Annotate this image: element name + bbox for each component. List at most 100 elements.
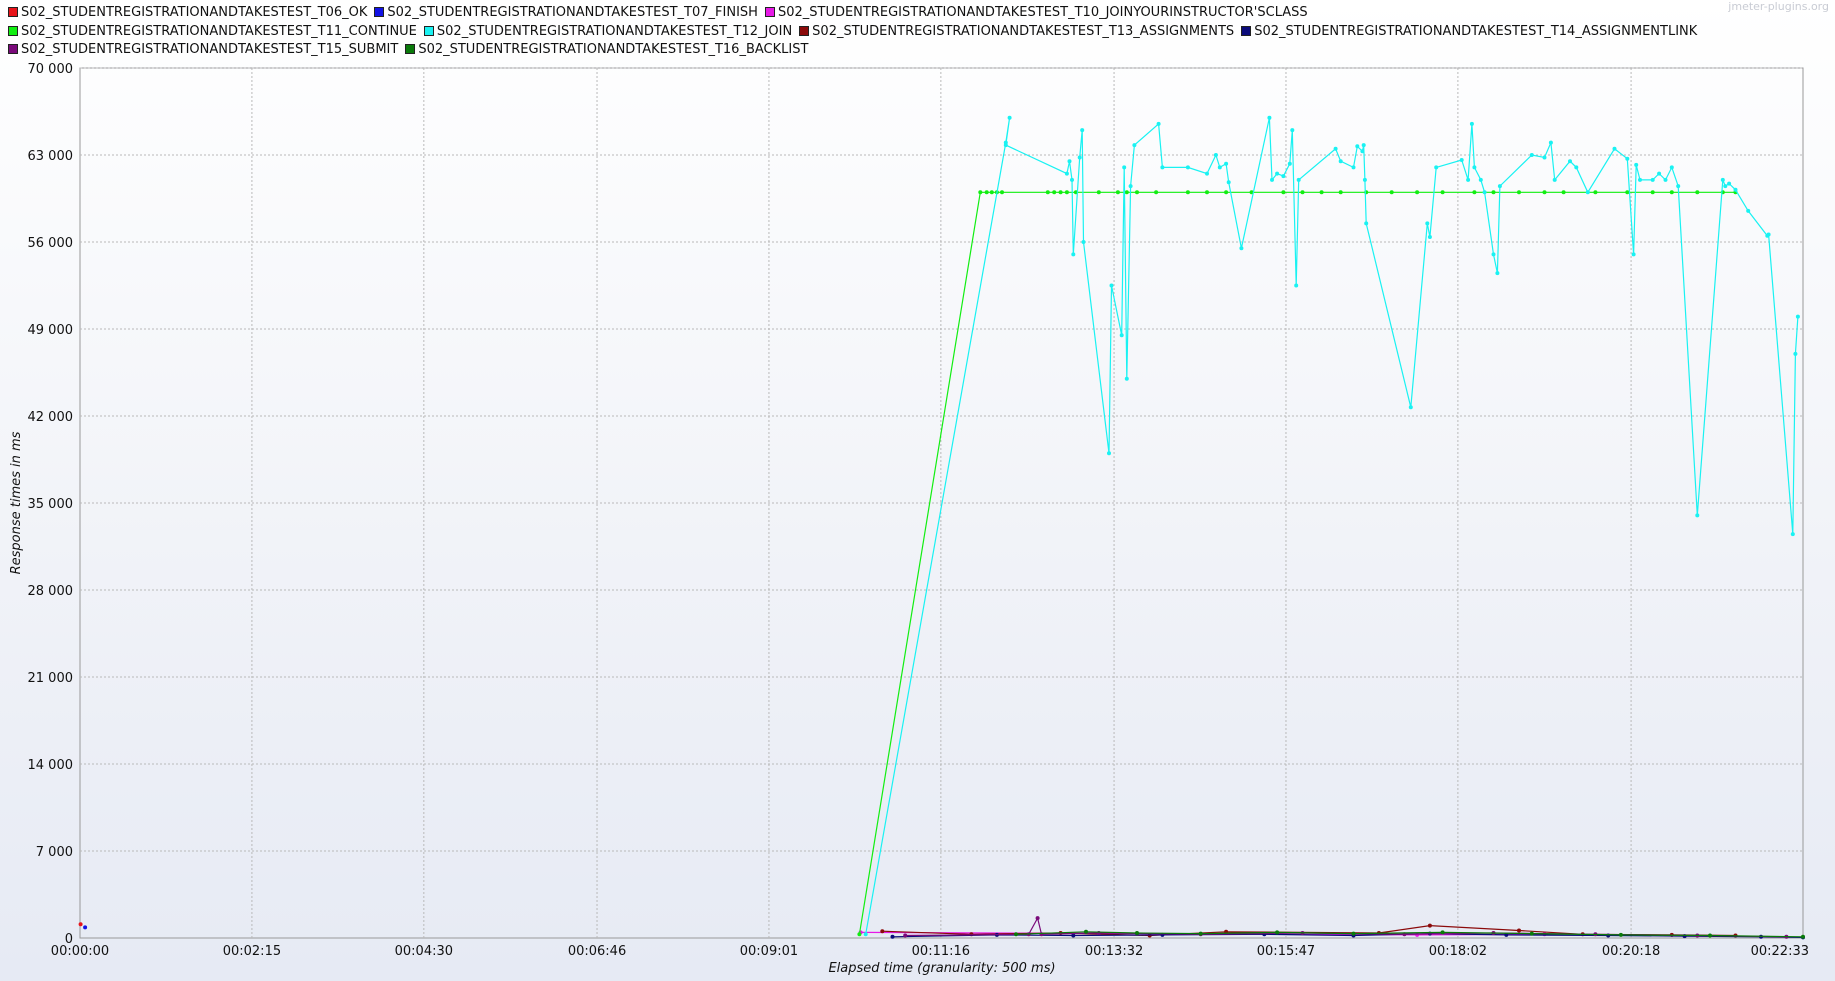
data-point <box>1362 177 1367 182</box>
data-point <box>1154 190 1159 195</box>
data-point <box>1585 190 1590 195</box>
data-point <box>1239 246 1244 251</box>
series <box>83 925 88 930</box>
data-point <box>1676 184 1681 189</box>
data-point <box>1720 177 1725 182</box>
data-point <box>1472 165 1477 170</box>
y-tick-label: 42 000 <box>28 410 74 425</box>
data-point <box>1333 146 1338 151</box>
data-point <box>989 190 994 195</box>
data-point <box>1727 181 1732 186</box>
data-point <box>880 929 885 934</box>
data-point <box>1529 153 1534 157</box>
data-point <box>1529 931 1534 936</box>
legend-item: S02_STUDENTREGISTRATIONANDTAKESTEST_T14_… <box>1241 23 1697 42</box>
data-point <box>1064 190 1069 195</box>
series-layer <box>78 115 1805 940</box>
data-point <box>1290 128 1295 133</box>
data-point <box>1355 144 1360 149</box>
data-point <box>1669 190 1674 195</box>
data-point <box>978 190 983 195</box>
legend-label: S02_STUDENTREGISTRATIONANDTAKESTEST_T12_… <box>436 23 793 39</box>
data-point <box>1267 115 1272 120</box>
y-tick-label: 35 000 <box>28 497 74 512</box>
data-point <box>1124 190 1129 195</box>
data-point <box>1185 190 1190 195</box>
data-point <box>1064 171 1069 176</box>
data-point <box>1440 190 1445 195</box>
data-point <box>1205 190 1209 195</box>
legend-swatch <box>8 25 18 36</box>
data-point <box>1007 115 1012 120</box>
data-point <box>1270 177 1274 182</box>
legend-label: S02_STUDENTREGISTRATIONANDTAKESTEST_T13_… <box>812 23 1235 39</box>
data-point <box>1504 932 1509 937</box>
data-point <box>1552 177 1557 182</box>
data-point <box>1650 177 1655 182</box>
data-point <box>1124 376 1129 381</box>
data-point <box>1070 177 1074 182</box>
x-tick-label: 00:22:33 <box>1751 944 1809 959</box>
data-point <box>1135 931 1139 935</box>
data-point <box>1122 165 1127 170</box>
y-axis: 0 7 000 14 000 21 000 28 000 35 000 42 000 49 0… <box>28 62 74 947</box>
data-point <box>1793 351 1798 356</box>
data-point <box>1128 184 1133 189</box>
data-point <box>1185 165 1190 170</box>
data-point <box>1733 187 1738 192</box>
y-tick-label: 7 000 <box>36 845 73 860</box>
data-point <box>1618 932 1623 937</box>
data-point <box>1657 171 1662 176</box>
y-tick-label: 63 000 <box>28 149 74 164</box>
x-tick-label: 00:11:16 <box>912 944 970 959</box>
legend-swatch <box>799 25 810 36</box>
data-point <box>1790 532 1795 537</box>
data-point <box>1000 190 1004 195</box>
data-point <box>1071 252 1076 257</box>
data-point <box>1364 221 1369 226</box>
data-point <box>1014 932 1018 937</box>
y-axis-title: Response times in ms <box>9 431 24 574</box>
data-point <box>1631 252 1636 257</box>
legend-item: S02_STUDENTREGISTRATIONANDTAKESTEST_T11_… <box>8 23 417 42</box>
data-point <box>1084 929 1088 934</box>
x-tick-label: 00:20:18 <box>1602 944 1660 959</box>
data-point <box>1287 161 1292 166</box>
data-point <box>1548 140 1553 145</box>
data-point <box>1080 128 1085 133</box>
data-point <box>1663 177 1668 182</box>
data-point <box>1003 143 1008 148</box>
watermark: jmeter-plugins.org <box>1728 0 1829 13</box>
legend-swatch <box>1241 25 1252 36</box>
data-point <box>1427 235 1432 239</box>
legend-label: S02_STUDENTREGISTRATIONANDTAKESTEST_T06_… <box>21 5 368 20</box>
legend-swatch <box>405 44 416 54</box>
data-point <box>1296 177 1301 182</box>
legend-swatch <box>423 25 434 36</box>
data-point <box>1224 161 1229 166</box>
legend-swatch <box>8 7 18 17</box>
data-point <box>1593 190 1598 195</box>
data-point <box>1115 190 1120 195</box>
legend-label: S02_STUDENTREGISTRATIONANDTAKESTEST_T07_… <box>387 5 758 20</box>
data-point <box>1294 283 1299 288</box>
data-point <box>1052 190 1057 195</box>
data-point <box>1542 190 1547 195</box>
data-point <box>1224 190 1229 195</box>
data-point <box>984 190 989 195</box>
legend-swatch <box>374 7 385 17</box>
data-point <box>863 932 868 937</box>
data-point <box>1440 930 1445 935</box>
data-point <box>1156 121 1161 126</box>
data-point <box>1695 190 1700 195</box>
data-point <box>1217 165 1222 170</box>
y-tick-label: 21 000 <box>28 671 74 686</box>
data-point <box>1132 143 1137 148</box>
legend-label: S02_STUDENTREGISTRATIONANDTAKESTEST_T14_… <box>1254 23 1698 39</box>
data-point <box>1135 190 1139 195</box>
legend-label: S02_STUDENTREGISTRATIONANDTAKESTEST_T15_… <box>21 42 399 57</box>
data-point <box>1495 271 1500 276</box>
x-tick-label: 00:02:15 <box>223 944 281 959</box>
chart-legend: S02_STUDENTREGISTRATIONANDTAKESTEST_T06_… <box>8 4 1728 60</box>
